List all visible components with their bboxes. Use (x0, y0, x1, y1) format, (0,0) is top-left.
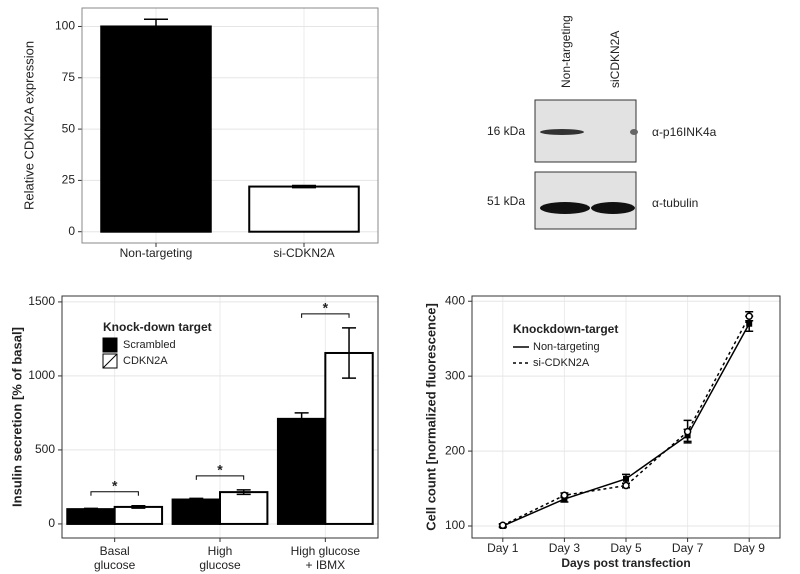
x-tick-label: Day 7 (672, 541, 704, 555)
significance-label: * (112, 477, 118, 493)
blot-membrane (534, 171, 637, 230)
western-blot: Non-targeting siCDKN2A 16 kDa 51 kDa α-p… (487, 15, 717, 230)
bar (171, 498, 222, 525)
plot-frame (81, 7, 379, 244)
legend-label: CDKN2A (123, 355, 168, 367)
antibody-label: α-tubulin (652, 196, 698, 210)
y-tick-label: 0 (48, 516, 55, 530)
size-label: 51 kDa (487, 194, 525, 208)
bar (66, 508, 116, 525)
error-bar (83, 507, 98, 511)
x-tick-label: Day 5 (610, 541, 642, 555)
point (683, 427, 692, 436)
y-tick-label: 1000 (28, 368, 55, 382)
x-tick-label: Day 1 (487, 541, 519, 555)
significance-bracket (90, 491, 139, 496)
legend-swatch (102, 337, 118, 353)
significance-label: * (217, 462, 223, 478)
x-tick-label: High (208, 544, 233, 558)
blot-band (630, 129, 638, 135)
point (622, 481, 630, 490)
y-tick-label: 100 (55, 19, 75, 33)
legend-label: Scrambled (123, 339, 176, 351)
error-bar (292, 184, 316, 189)
x-tick-label: glucose (94, 558, 136, 572)
bar (100, 25, 212, 233)
error-bar (189, 497, 204, 502)
y-axis-title: Cell count [normalized fluorescence] (423, 303, 438, 531)
legend-title: Knock-down target (103, 320, 212, 334)
x-tick-label: si-CDKN2A (273, 246, 334, 260)
significance-bracket (301, 313, 350, 318)
y-tick-label: 200 (445, 443, 465, 457)
bar (113, 505, 164, 525)
point (560, 491, 569, 500)
blot-band (540, 129, 584, 135)
antibody-label: α-p16INK4a (652, 125, 717, 139)
x-axis-title: Days post transfection (561, 556, 690, 570)
x-tick-label: + IBMX (305, 558, 345, 572)
point (746, 320, 753, 327)
point (745, 312, 753, 320)
blot-band (540, 202, 590, 214)
legend-title: Knockdown-target (513, 322, 618, 336)
y-tick-label: 50 (62, 121, 76, 135)
bar (276, 417, 327, 525)
point (623, 475, 629, 482)
x-tick-label: Day 9 (734, 541, 766, 555)
x-tick-label: glucose (199, 558, 241, 572)
y-axis-title: Insulin secretion [% of basal] (9, 327, 24, 507)
error-bar (131, 504, 146, 509)
error-bar (236, 489, 251, 496)
bar (219, 491, 269, 525)
y-tick-label: 1500 (28, 294, 55, 308)
error-bar (342, 327, 357, 379)
x-tick-label: High glucose (291, 544, 361, 558)
y-tick-label: 25 (62, 173, 76, 187)
bar (324, 351, 374, 525)
significance-label: * (323, 300, 329, 316)
size-label: 16 kDa (487, 124, 525, 138)
significance-bracket (195, 475, 245, 480)
x-tick-label: Basal (100, 544, 130, 558)
x-tick-label: Non-targeting (120, 246, 193, 260)
legend-label: si-CDKN2A (533, 357, 590, 369)
y-tick-label: 75 (62, 70, 76, 84)
y-tick-label: 100 (445, 518, 465, 532)
y-tick-label: 300 (445, 368, 465, 382)
bar (248, 185, 360, 233)
legend-swatch-slash (102, 353, 118, 369)
error-bar (294, 412, 309, 426)
lane-label: siCDKN2A (608, 31, 622, 88)
blot-band (591, 202, 635, 214)
point (499, 521, 507, 530)
lane-label: Non-targeting (559, 15, 573, 88)
x-tick-label: Day 3 (549, 541, 581, 555)
legend-label: Non-targeting (533, 341, 600, 353)
y-tick-label: 500 (35, 442, 55, 456)
y-tick-label: 0 (68, 224, 75, 238)
y-axis-title: Relative CDKN2A expression (21, 41, 36, 210)
error-bar (144, 18, 168, 35)
y-tick-label: 400 (445, 293, 465, 307)
